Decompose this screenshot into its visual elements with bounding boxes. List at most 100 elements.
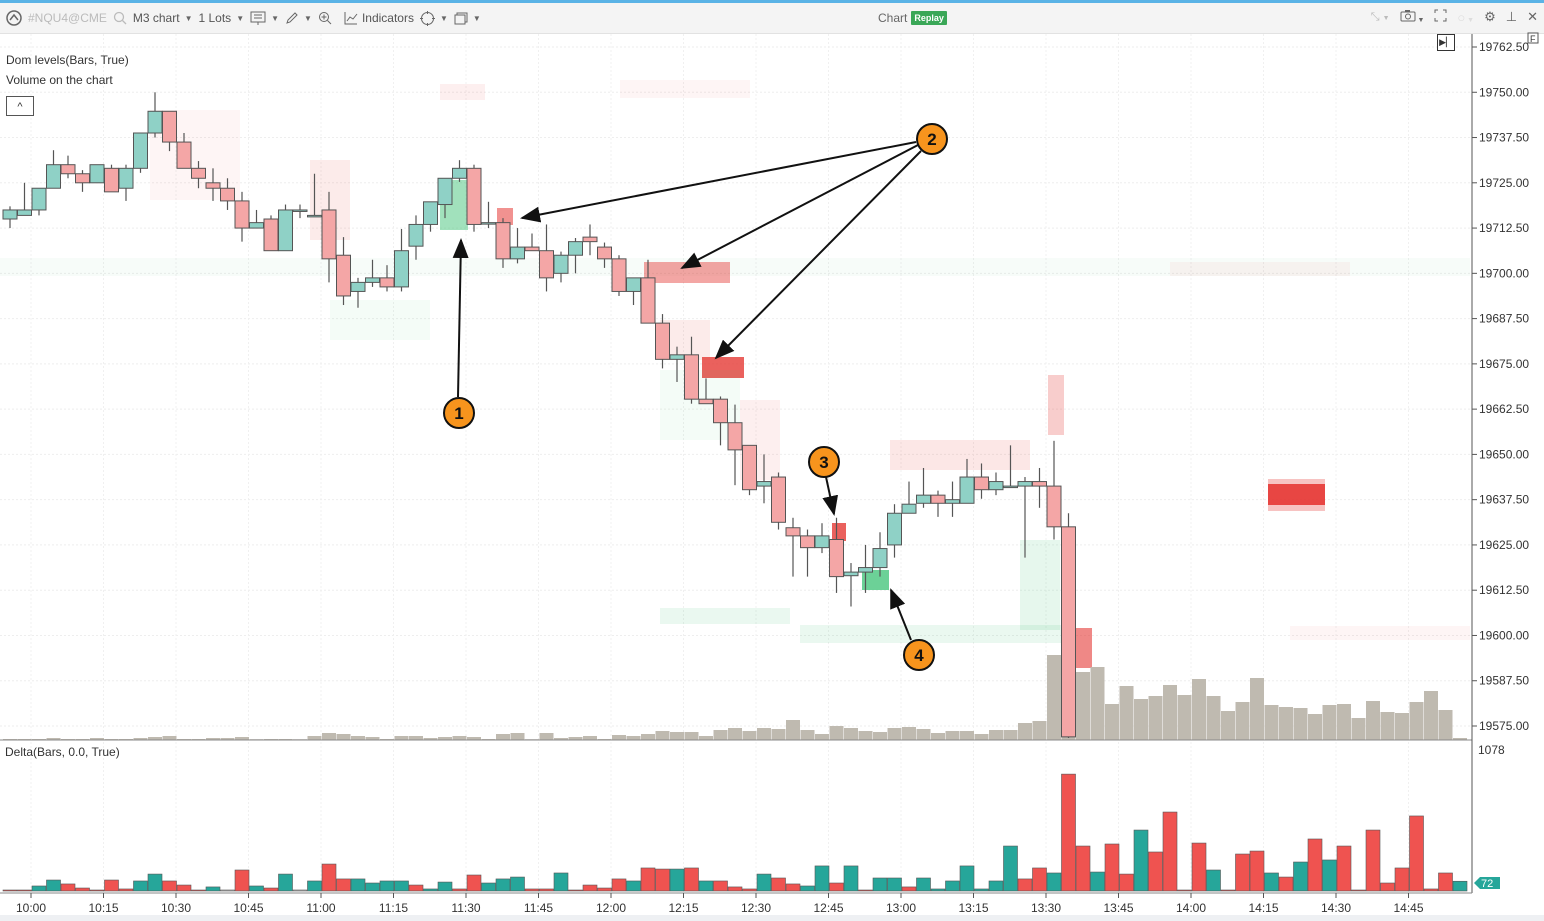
delta-bar	[1148, 851, 1163, 892]
delta-bar	[495, 878, 511, 892]
dom-level-cell	[890, 440, 1030, 470]
fullscreen-icon[interactable]	[1434, 9, 1447, 25]
volume-bar	[1221, 711, 1235, 740]
chart-type-dropdown[interactable]: M3 chart ▼	[133, 11, 193, 25]
volume-bar	[148, 737, 162, 740]
crosshair-icon	[419, 10, 435, 26]
volume-bar	[626, 736, 641, 740]
search-icon[interactable]	[113, 11, 127, 25]
delta-bar	[1409, 815, 1424, 892]
price-axis-flag[interactable]	[1527, 32, 1539, 44]
candle	[713, 396, 728, 446]
candle-body	[872, 548, 888, 569]
scroll-to-end-button[interactable]: ▶▏	[1437, 34, 1455, 51]
candle-body	[582, 236, 598, 243]
window-layout-dropdown[interactable]: ▼	[454, 12, 481, 25]
pencil-icon	[286, 12, 298, 24]
time-tick-label: 11:00	[306, 901, 335, 915]
candle-body	[263, 218, 279, 252]
volume-bar	[1337, 704, 1351, 740]
zoom-in-button[interactable]	[318, 11, 332, 25]
candle-body	[626, 277, 641, 292]
volume-bar	[800, 730, 815, 740]
candle-body	[220, 187, 235, 202]
candle-body	[669, 354, 685, 360]
volume-bar	[1409, 702, 1424, 740]
time-axis[interactable]: 10:00 10:15 10:30 10:45 11:00 11:15 11:30 11:45…	[16, 893, 1424, 915]
indicators-button[interactable]: Indicators	[344, 11, 414, 25]
price-tick-label: 19687.50	[1479, 312, 1529, 326]
gear-icon[interactable]: ⚙	[1484, 9, 1496, 24]
candle	[1061, 513, 1076, 738]
legend-collapse-button[interactable]: ^	[6, 96, 34, 116]
delta-bar	[785, 883, 801, 892]
candle	[1003, 445, 1018, 489]
legend-volume[interactable]: Volume on the chart	[6, 73, 113, 87]
delta-bar	[89, 889, 105, 892]
delta-bar	[582, 884, 598, 892]
volume-bar	[641, 734, 655, 740]
candle	[60, 155, 76, 179]
delta-bar	[713, 880, 728, 892]
volume-bar	[351, 736, 365, 740]
volume-bar	[1047, 655, 1061, 740]
price-tick-label: 19675.00	[1479, 357, 1529, 371]
dom-level-cell	[800, 625, 1070, 643]
delta-bar	[1017, 878, 1033, 892]
delta-bar	[350, 878, 366, 892]
chart-title: Chart	[878, 11, 908, 25]
candle-body	[539, 250, 554, 279]
volume-bar	[336, 734, 351, 740]
candle-body	[408, 223, 424, 247]
lots-dropdown[interactable]: 1 Lots ▼	[198, 11, 244, 25]
delta-bar	[437, 881, 453, 892]
candle	[524, 233, 540, 252]
delta-bar	[1452, 880, 1468, 892]
volume-bar	[945, 731, 960, 740]
volume-bar	[133, 738, 148, 740]
collapse-arrows-icon[interactable]: ⤡ ▼	[1370, 10, 1390, 23]
time-tick-label: 12:45	[813, 901, 843, 915]
price-axis[interactable]: 19762.50 19750.00 19737.50 19725.00 19712.50…	[1472, 40, 1529, 733]
price-axis-flag-label: F	[1530, 34, 1536, 44]
volume-bar	[670, 732, 684, 740]
delta-bar	[887, 877, 902, 892]
crosshair-dropdown[interactable]: ▼	[419, 10, 448, 26]
delta-bar	[640, 867, 656, 892]
camera-icon[interactable]: ▼	[1400, 9, 1424, 25]
volume-bar	[90, 738, 104, 740]
time-tick-label: 13:00	[886, 901, 916, 915]
legend-dom-levels[interactable]: Dom levels(Bars, True)	[6, 53, 129, 67]
delta-bar	[1220, 889, 1236, 892]
logo-icon[interactable]	[6, 10, 22, 26]
delta-bar	[263, 887, 279, 892]
symbol-field[interactable]: #NQU4@CME	[28, 11, 107, 25]
volume-bar	[46, 738, 61, 740]
chart-title-area: Chart Replay	[878, 11, 947, 25]
delta-bar	[60, 883, 76, 892]
caret-down-icon: ▼	[439, 13, 448, 23]
candle	[568, 238, 583, 274]
time-tick-label: 10:00	[16, 901, 46, 915]
candle	[495, 218, 511, 268]
circle-icon[interactable]: ○ ▼	[1457, 9, 1475, 25]
delta-bar	[829, 882, 844, 892]
delta-bar	[510, 876, 525, 892]
delta-bar	[698, 880, 714, 892]
close-icon[interactable]: ✕	[1527, 9, 1538, 24]
volume-bar	[771, 729, 786, 740]
legend-delta[interactable]: Delta(Bars, 0.0, True)	[5, 745, 120, 759]
delta-bar	[1046, 872, 1062, 892]
delta-bar	[1075, 845, 1091, 892]
drawing-tools-dropdown[interactable]: ▼	[285, 11, 312, 25]
pin-icon[interactable]: ⊥	[1505, 9, 1518, 24]
time-tick-label: 11:30	[451, 901, 480, 915]
candle-body	[800, 535, 815, 549]
template-dropdown[interactable]: ▼	[250, 11, 279, 25]
candle-body	[974, 476, 989, 491]
dom-level-cell	[1076, 628, 1092, 668]
volume-bar	[1351, 718, 1366, 740]
candle	[17, 182, 32, 216]
volume-bar	[786, 720, 800, 740]
